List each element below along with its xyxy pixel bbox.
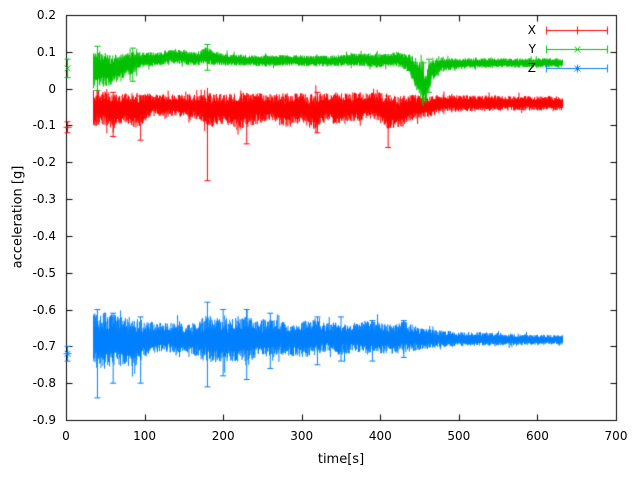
y-tick-label: -0.7 [32,339,56,354]
x-tick-label: 200 [211,429,235,443]
legend-label-x: X [527,23,536,37]
x-tick-label: 500 [447,429,471,443]
y-tick-label: -0.1 [32,118,56,133]
x-tick-label: 400 [368,429,392,443]
y-tick-label: 0.2 [36,8,56,22]
x-tick-label: 700 [604,429,628,443]
y-tick-label: -0.8 [32,376,56,391]
x-tick-label: 300 [290,429,314,443]
x-tick-label: 600 [525,429,549,443]
y-tick-label: -0.2 [32,155,56,170]
y-tick-label: 0.1 [36,44,56,59]
x-axis-label: time[s] [317,452,365,467]
y-tick-label: -0.9 [32,413,56,427]
legend-label-y: Y [528,42,536,56]
legend-label-z: Z [527,61,536,75]
x-tick-label: 100 [133,429,157,443]
y-axis-label: acceleration [g] [10,165,26,269]
y-tick-label: -0.5 [32,265,56,280]
y-tick-label: -0.3 [32,192,56,207]
x-tick-label: 0 [62,429,70,443]
y-tick-label: 0 [48,81,56,96]
y-tick-label: -0.6 [32,302,56,317]
y-tick-label: -0.4 [32,228,56,243]
